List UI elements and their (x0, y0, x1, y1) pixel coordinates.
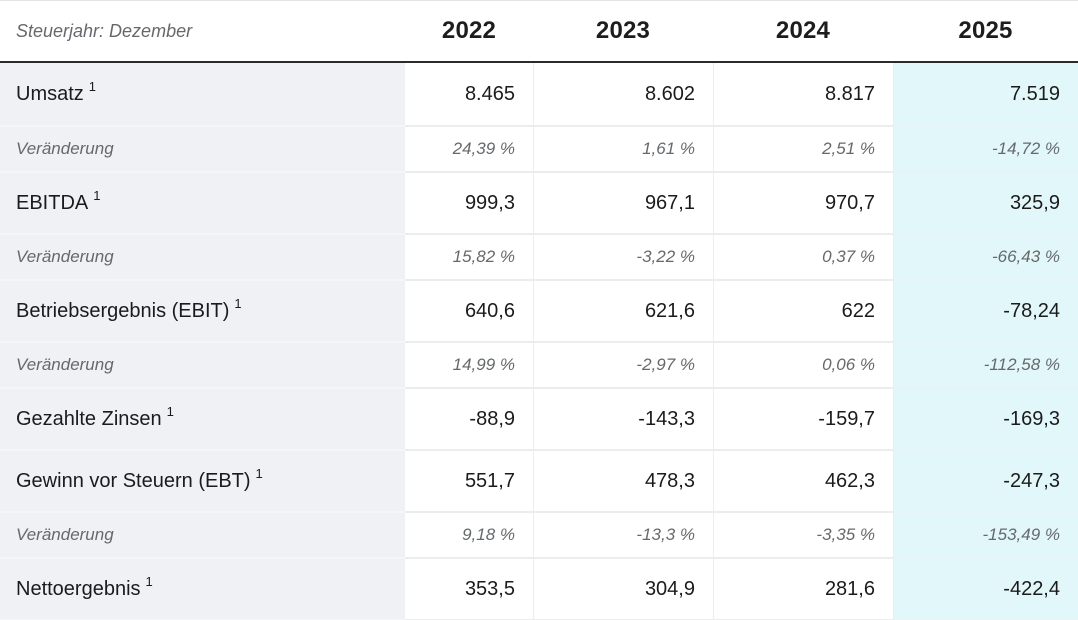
cell-2024: 8.817 (713, 63, 893, 125)
cell-2023: -2,97 % (533, 341, 713, 387)
cell-2023: 8.602 (533, 63, 713, 125)
cell-2022: 551,7 (405, 449, 533, 511)
row-label: Gewinn vor Steuern (EBT) 1 (0, 449, 405, 511)
cell-2025: 325,9 (893, 171, 1078, 233)
cell-2024: 0,06 % (713, 341, 893, 387)
cell-2025: -14,72 % (893, 125, 1078, 171)
cell-2024: -3,35 % (713, 511, 893, 557)
table-row-ebt: Gewinn vor Steuern (EBT) 1 551,7 478,3 46… (0, 449, 1078, 511)
table-row-gezahlte-zinsen: Gezahlte Zinsen 1 -88,9 -143,3 -159,7 -16… (0, 387, 1078, 449)
table-header-row: Steuerjahr: Dezember 2022 2023 2024 2025 (0, 1, 1078, 63)
row-label: Veränderung (0, 341, 405, 387)
table-row-ebitda: EBITDA 1 999,3 967,1 970,7 325,9 (0, 171, 1078, 233)
cell-2022: -88,9 (405, 387, 533, 449)
table-row-veraenderung: Veränderung 14,99 % -2,97 % 0,06 % -112,… (0, 341, 1078, 387)
column-header-2022: 2022 (441, 17, 497, 44)
table-row-ebit: Betriebsergebnis (EBIT) 1 640,6 621,6 622… (0, 279, 1078, 341)
cell-2025: -112,58 % (893, 341, 1078, 387)
cell-2022: 15,82 % (405, 233, 533, 279)
cell-2022: 353,5 (405, 557, 533, 619)
cell-2023: 621,6 (533, 279, 713, 341)
table-row-nettoergebnis: Nettoergebnis 1 353,5 304,9 281,6 -422,4 (0, 557, 1078, 619)
cell-2023: 1,61 % (533, 125, 713, 171)
row-label: Umsatz 1 (0, 63, 405, 125)
cell-2025: -66,43 % (893, 233, 1078, 279)
table-title: Steuerjahr: Dezember (16, 20, 193, 41)
column-header-2025: 2025 (958, 17, 1013, 44)
table-row-umsatz: Umsatz 1 8.465 8.602 8.817 7.519 (0, 63, 1078, 125)
cell-2024: 622 (713, 279, 893, 341)
cell-2022: 999,3 (405, 171, 533, 233)
row-label: Veränderung (0, 233, 405, 279)
cell-2024: 281,6 (713, 557, 893, 619)
row-label: Veränderung (0, 511, 405, 557)
cell-2024: 0,37 % (713, 233, 893, 279)
column-header-2023: 2023 (595, 17, 651, 44)
row-label: Gezahlte Zinsen 1 (0, 387, 405, 449)
cell-2022: 9,18 % (405, 511, 533, 557)
row-label: Nettoergebnis 1 (0, 557, 405, 619)
cell-2025: -247,3 (893, 449, 1078, 511)
cell-2023: 304,9 (533, 557, 713, 619)
cell-2024: 2,51 % (713, 125, 893, 171)
cell-2025: -78,24 (893, 279, 1078, 341)
cell-2025: -169,3 (893, 387, 1078, 449)
cell-2024: -159,7 (713, 387, 893, 449)
cell-2023: 967,1 (533, 171, 713, 233)
cell-2022: 8.465 (405, 63, 533, 125)
cell-2024: 970,7 (713, 171, 893, 233)
cell-2022: 24,39 % (405, 125, 533, 171)
cell-2025: -153,49 % (893, 511, 1078, 557)
cell-2023: 478,3 (533, 449, 713, 511)
cell-2024: 462,3 (713, 449, 893, 511)
row-label: Veränderung (0, 125, 405, 171)
column-header-2024: 2024 (775, 17, 831, 44)
cell-2022: 14,99 % (405, 341, 533, 387)
cell-2023: -3,22 % (533, 233, 713, 279)
cell-2022: 640,6 (405, 279, 533, 341)
cell-2025: 7.519 (893, 63, 1078, 125)
table-row-veraenderung: Veränderung 9,18 % -13,3 % -3,35 % -153,… (0, 511, 1078, 557)
cell-2023: -13,3 % (533, 511, 713, 557)
cell-2023: -143,3 (533, 387, 713, 449)
table-row-veraenderung: Veränderung 24,39 % 1,61 % 2,51 % -14,72… (0, 125, 1078, 171)
cell-2025: -422,4 (893, 557, 1078, 619)
table-row-veraenderung: Veränderung 15,82 % -3,22 % 0,37 % -66,4… (0, 233, 1078, 279)
row-label: EBITDA 1 (0, 171, 405, 233)
row-label: Betriebsergebnis (EBIT) 1 (0, 279, 405, 341)
